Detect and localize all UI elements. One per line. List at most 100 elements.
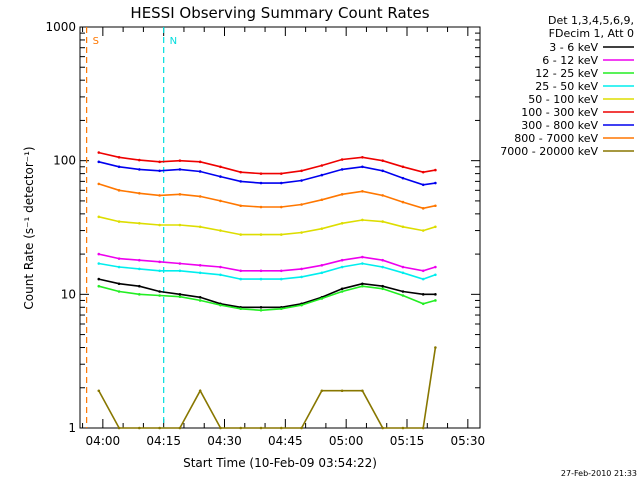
data-point: [97, 262, 101, 265]
series-line: [98, 347, 437, 429]
x-axis-label: Start Time (10-Feb-09 03:54:22): [183, 456, 377, 470]
legend-label: 12 - 25 keV: [535, 67, 598, 80]
data-point: [259, 305, 263, 309]
data-point: [361, 282, 364, 286]
data-point: [381, 220, 384, 223]
timestamp: 27-Feb-2010 21:33: [561, 469, 637, 478]
data-point: [178, 262, 182, 265]
data-point: [219, 303, 222, 307]
data-point: [138, 158, 141, 162]
data-point: [401, 165, 405, 169]
data-point: [97, 182, 101, 186]
data-point: [138, 426, 141, 430]
data-point: [239, 426, 243, 430]
series-line: [98, 278, 436, 309]
data-point: [320, 389, 324, 393]
data-point: [279, 426, 283, 430]
data-point: [300, 231, 303, 234]
data-point: [381, 258, 384, 262]
legend-label: 7000 - 20000 keV: [500, 145, 598, 158]
data-point: [381, 194, 384, 197]
data-point: [434, 181, 437, 185]
data-point: [259, 205, 263, 209]
data-point: [239, 180, 243, 183]
data-point: [117, 426, 121, 430]
data-point: [361, 262, 364, 265]
data-point: [340, 221, 344, 225]
data-point: [219, 265, 222, 269]
data-point: [401, 176, 405, 180]
series-line: [98, 161, 436, 186]
data-point: [219, 175, 222, 178]
series-line: [98, 262, 436, 280]
data-point: [198, 170, 202, 173]
data-point: [434, 273, 437, 277]
data-point: [198, 195, 202, 198]
data-point: [97, 284, 101, 288]
data-point: [117, 282, 121, 286]
data-point: [421, 183, 425, 187]
data-point: [178, 193, 182, 196]
data-point: [198, 296, 202, 299]
data-point: [138, 284, 141, 288]
x-tick-label: 04:00: [86, 434, 121, 448]
data-point: [97, 389, 101, 393]
data-point: [361, 165, 364, 169]
data-point: [178, 269, 182, 273]
data-point: [259, 277, 263, 281]
data-point: [340, 158, 344, 161]
data-point: [97, 215, 101, 219]
data-point: [361, 389, 364, 393]
y-axis-label: Count Rate (s⁻¹ detector⁻¹): [22, 146, 36, 309]
data-point: [434, 299, 437, 302]
data-point: [401, 290, 405, 293]
data-point: [300, 426, 303, 430]
data-point: [421, 302, 425, 306]
data-point: [178, 295, 182, 299]
data-point: [401, 200, 405, 204]
data-point: [239, 233, 243, 236]
data-point: [401, 265, 405, 269]
data-point: [138, 168, 141, 171]
series-line: [98, 183, 436, 210]
data-point: [198, 271, 202, 275]
data-point: [401, 426, 405, 430]
y-tick-label: 10: [61, 287, 76, 301]
data-point: [340, 258, 344, 262]
data-point: [421, 170, 425, 174]
legend-label: 300 - 800 keV: [521, 119, 598, 132]
data-point: [239, 307, 243, 311]
series-line: [98, 216, 436, 236]
data-point: [320, 173, 324, 177]
data-point: [178, 223, 182, 227]
data-point: [300, 203, 303, 206]
x-tick-label: 04:15: [146, 434, 181, 448]
plot-area: 1 10 100 1000 04:00 04:15 04:30 04:45 05:00 05:15…: [45, 20, 485, 448]
data-point: [117, 189, 121, 192]
data-point: [138, 267, 141, 271]
data-point: [158, 269, 161, 273]
data-point: [421, 277, 425, 281]
data-point: [401, 294, 405, 297]
data-point: [158, 426, 161, 430]
data-point: [421, 426, 425, 430]
legend-label: 50 - 100 keV: [528, 93, 598, 106]
data-point: [279, 277, 283, 281]
data-point: [158, 160, 161, 164]
data-point: [340, 193, 344, 196]
data-point: [178, 168, 182, 171]
data-point: [381, 169, 384, 173]
data-point: [178, 159, 182, 162]
chart-title: HESSI Observing Summary Count Rates: [130, 4, 429, 22]
data-point: [401, 271, 405, 275]
data-point: [421, 229, 425, 232]
annotation-label: N: [170, 36, 177, 47]
data-point: [259, 172, 263, 175]
data-point: [158, 294, 161, 297]
data-point: [421, 207, 425, 210]
data-point: [219, 426, 222, 430]
x-tick-label: 04:45: [268, 434, 303, 448]
data-point: [259, 233, 263, 236]
data-point: [259, 181, 263, 185]
